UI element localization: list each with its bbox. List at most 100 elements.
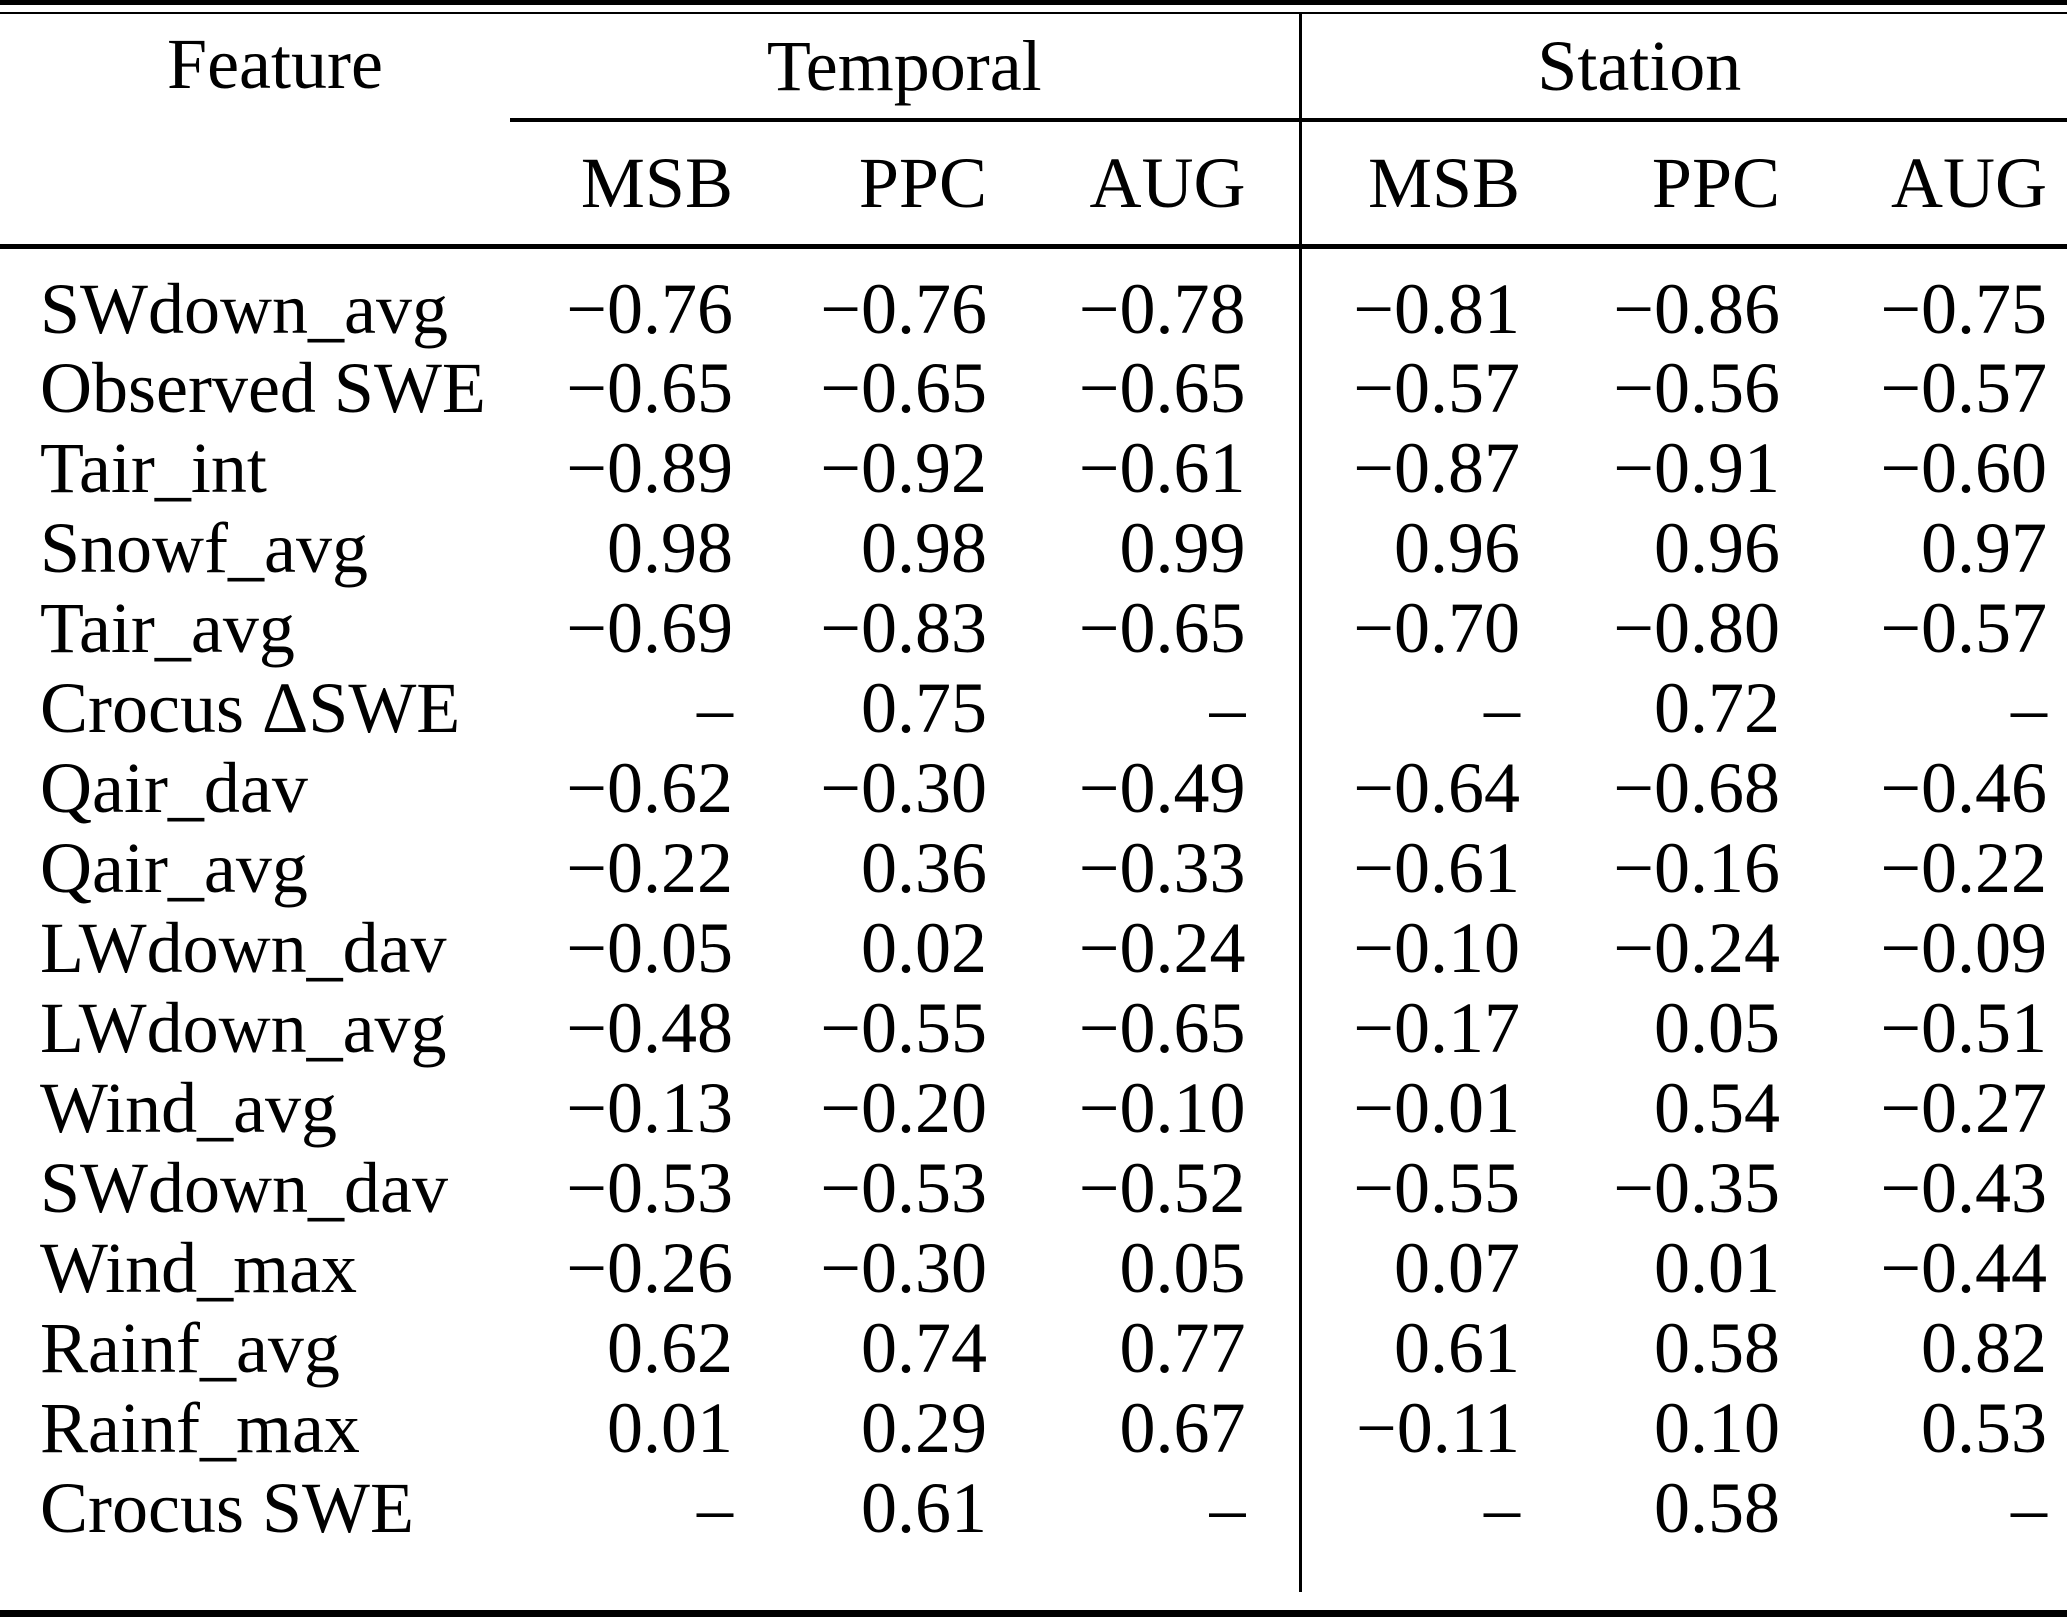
value-cell: −0.62 [566, 748, 733, 828]
column-header-station-ppc: PPC [1520, 120, 1781, 249]
value-cell: −0.30 [820, 1228, 987, 1308]
table-row: LWdown_avg −0.48 −0.55 −0.65 −0.17 0.05 −0.51 [0, 988, 2067, 1068]
value-cell: 0.05 [1119, 1228, 1246, 1308]
table-row: Rainf_max 0.01 0.29 0.67 −0.11 0.10 0.53 [0, 1388, 2067, 1468]
feature-cell: Snowf_avg [40, 508, 368, 588]
value-cell: −0.61 [1298, 828, 1521, 908]
value-cell: 0.61 [1298, 1308, 1521, 1388]
value-cell: −0.35 [1613, 1148, 1781, 1228]
feature-cell: Rainf_max [40, 1388, 360, 1468]
value-cell: – [697, 668, 733, 748]
group-header-temporal: Temporal [510, 14, 1301, 122]
table-header: Feature Temporal Station MSB PPC AUG MSB… [0, 14, 2067, 249]
value-cell: 0.02 [861, 908, 987, 988]
value-cell: 0.62 [607, 1308, 733, 1388]
feature-correlation-table: Feature Temporal Station MSB PPC AUG MSB… [0, 14, 2067, 1592]
bottom-thick-rule [0, 1610, 2067, 1617]
value-cell: −0.87 [1298, 428, 1521, 508]
feature-cell: LWdown_dav [40, 908, 447, 988]
value-cell: −0.76 [566, 269, 733, 350]
value-cell: – [2011, 1468, 2048, 1548]
value-cell: −0.13 [566, 1068, 733, 1148]
value-cell: −0.10 [1078, 1068, 1246, 1148]
value-cell: – [697, 1468, 733, 1548]
feature-cell: Qair_dav [40, 748, 308, 828]
value-cell: 0.05 [1654, 988, 1781, 1068]
value-cell: 0.54 [1654, 1068, 1781, 1148]
value-cell: −0.75 [1880, 269, 2048, 350]
column-header-station-aug: AUG [1780, 120, 2067, 249]
value-cell: 0.77 [1119, 1308, 1246, 1388]
value-cell: −0.11 [1298, 1388, 1521, 1468]
column-header-station-msb: MSB [1298, 120, 1521, 249]
value-cell: 0.75 [861, 668, 987, 748]
value-cell: −0.16 [1613, 828, 1781, 908]
value-cell: −0.89 [566, 428, 733, 508]
value-cell: −0.09 [1880, 908, 2048, 988]
value-cell: −0.55 [820, 988, 987, 1068]
feature-cell: Wind_max [40, 1228, 358, 1308]
feature-cell: Crocus SWE [40, 1468, 414, 1548]
value-cell: – [2011, 668, 2048, 748]
value-cell: −0.26 [566, 1228, 733, 1308]
value-cell: 0.01 [1654, 1228, 1781, 1308]
value-cell: −0.27 [1880, 1068, 2048, 1148]
column-header-temporal-msb: MSB [510, 120, 733, 249]
value-cell: – [1298, 668, 1521, 748]
value-cell: −0.53 [566, 1148, 733, 1228]
value-cell: −0.51 [1880, 988, 2048, 1068]
value-cell: 0.96 [1298, 508, 1521, 588]
feature-cell: Qair_avg [40, 828, 308, 908]
table-row: Qair_avg −0.22 0.36 −0.33 −0.61 −0.16 −0.22 [0, 828, 2067, 908]
value-cell: −0.57 [1880, 588, 2048, 668]
value-cell: −0.46 [1880, 748, 2048, 828]
value-cell: 0.53 [1921, 1388, 2048, 1468]
value-cell: −0.65 [1078, 988, 1246, 1068]
value-cell: 0.72 [1654, 668, 1781, 748]
table-row: Wind_avg −0.13 −0.20 −0.10 −0.01 0.54 −0.27 [0, 1068, 2067, 1148]
value-cell: −0.52 [1078, 1148, 1246, 1228]
value-cell: −0.05 [566, 908, 733, 988]
feature-cell: Tair_avg [40, 588, 295, 668]
value-cell: −0.22 [1880, 828, 2048, 908]
feature-cell: Wind_avg [40, 1068, 338, 1148]
value-cell: −0.55 [1298, 1148, 1521, 1228]
value-cell: 0.98 [861, 508, 987, 588]
value-cell: 0.58 [1654, 1468, 1781, 1548]
value-cell: −0.86 [1613, 269, 1781, 350]
value-cell: −0.24 [1078, 908, 1246, 988]
value-cell: −0.65 [566, 348, 733, 428]
value-cell: −0.44 [1880, 1228, 2048, 1308]
feature-cell: Crocus ΔSWE [40, 668, 461, 748]
value-cell: −0.53 [820, 1148, 987, 1228]
table-row: Crocus ΔSWE –0.75– –0.72– [0, 668, 2067, 748]
value-cell: −0.17 [1298, 988, 1521, 1068]
value-cell: −0.80 [1613, 588, 1781, 668]
value-cell: −0.76 [820, 269, 987, 350]
value-cell: −0.01 [1298, 1068, 1521, 1148]
value-cell: 0.36 [861, 828, 987, 908]
value-cell: −0.70 [1298, 588, 1521, 668]
value-cell: 0.99 [1119, 508, 1246, 588]
table-row: Rainf_avg 0.62 0.74 0.77 0.61 0.58 0.82 [0, 1308, 2067, 1388]
value-cell: −0.20 [820, 1068, 987, 1148]
table-row: Crocus SWE –0.61– –0.58– [0, 1468, 2067, 1592]
value-cell: 0.01 [607, 1388, 733, 1468]
feature-cell: Rainf_avg [40, 1308, 340, 1388]
value-cell: −0.10 [1298, 908, 1521, 988]
feature-cell: Tair_int [40, 428, 267, 508]
value-cell: −0.33 [1078, 828, 1246, 908]
value-cell: −0.81 [1298, 246, 1521, 348]
value-cell: −0.92 [820, 428, 987, 508]
value-cell: 0.96 [1654, 508, 1781, 588]
feature-column-header: Feature [0, 14, 510, 249]
value-cell: −0.48 [566, 988, 733, 1068]
table-body: SWdown_avg −0.76 −0.76 −0.78 −0.81 −0.86 −0.75… [0, 246, 2067, 1592]
table-row: LWdown_dav −0.05 0.02 −0.24 −0.10 −0.24 −0.09 [0, 908, 2067, 988]
value-cell: 0.74 [861, 1308, 987, 1388]
value-cell: −0.49 [1078, 748, 1246, 828]
top-thin-rule [0, 12, 2067, 14]
value-cell: 0.58 [1654, 1308, 1781, 1388]
feature-cell: LWdown_avg [40, 988, 447, 1068]
